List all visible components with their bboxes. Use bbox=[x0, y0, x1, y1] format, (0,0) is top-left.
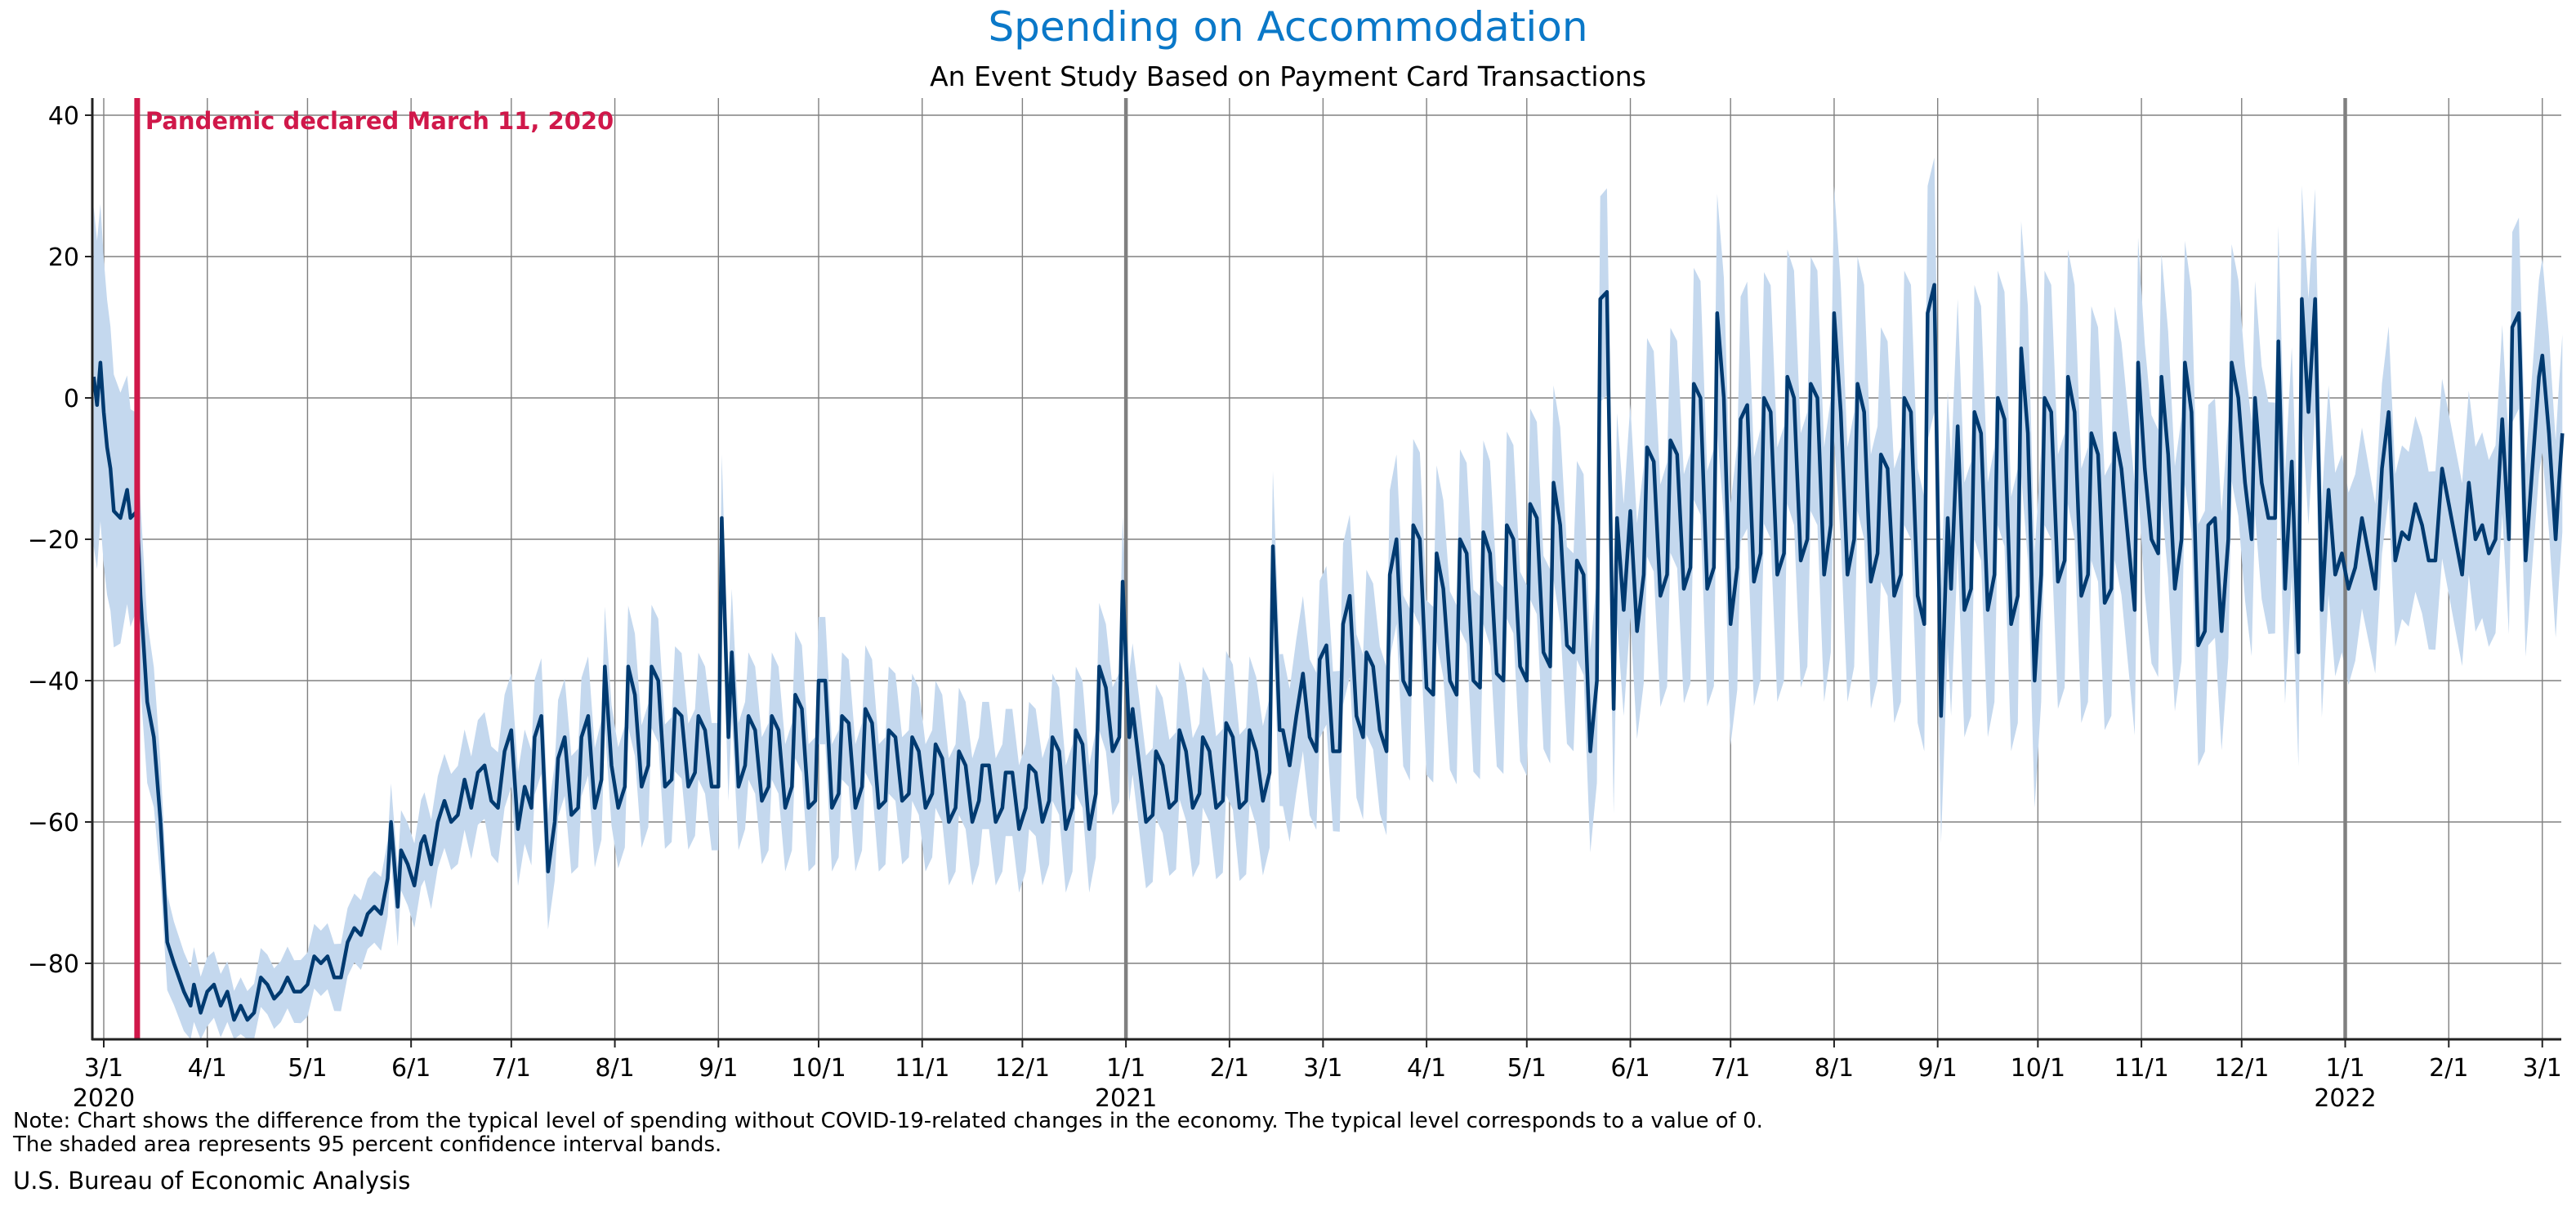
x-tick-label: 4/1 bbox=[188, 1054, 227, 1083]
x-tick-label: 8/1 bbox=[1815, 1054, 1854, 1083]
y-tick-label: −20 bbox=[28, 526, 79, 555]
x-tick-label: 1/1 bbox=[2325, 1054, 2364, 1083]
footnote-line-2: The shaded area represents 95 percent co… bbox=[13, 1132, 722, 1157]
x-tick-label: 5/1 bbox=[1507, 1054, 1547, 1083]
x-tick-label: 1/1 bbox=[1106, 1054, 1145, 1083]
y-tick-label: 40 bbox=[48, 102, 79, 131]
event-layer: Pandemic declared March 11, 2020 bbox=[134, 98, 614, 1039]
chart-subtitle: An Event Study Based on Payment Card Tra… bbox=[930, 60, 1646, 92]
x-tick-label: 2/1 bbox=[2429, 1054, 2468, 1083]
x-tick-label: 6/1 bbox=[391, 1054, 431, 1083]
x-tick-label: 12/1 bbox=[2214, 1054, 2269, 1083]
x-tick-label: 7/1 bbox=[1711, 1054, 1750, 1083]
y-tick-label: −80 bbox=[28, 950, 79, 979]
x-tick-year-label: 2021 bbox=[1095, 1084, 1157, 1113]
footnote-line-1: Note: Chart shows the difference from th… bbox=[13, 1109, 1763, 1133]
confidence-band-layer bbox=[93, 157, 2563, 1039]
x-tick-label: 3/1 bbox=[84, 1054, 123, 1083]
y-tick-label: 20 bbox=[48, 243, 79, 272]
x-tick-label: 3/1 bbox=[2523, 1054, 2562, 1083]
x-tick-year-label: 2020 bbox=[73, 1084, 135, 1113]
x-tick-label: 5/1 bbox=[288, 1054, 327, 1083]
x-tick-label: 9/1 bbox=[1918, 1054, 1958, 1083]
x-tick-label: 6/1 bbox=[1610, 1054, 1650, 1083]
x-tick-label: 11/1 bbox=[895, 1054, 949, 1083]
x-tick-label: 10/1 bbox=[2011, 1054, 2065, 1083]
x-tick-label: 8/1 bbox=[595, 1054, 634, 1083]
chart-title: Spending on Accommodation bbox=[988, 3, 1588, 51]
x-tick-label: 3/1 bbox=[1303, 1054, 1342, 1083]
pandemic-event-label: Pandemic declared March 11, 2020 bbox=[145, 107, 614, 135]
y-tick-label: 0 bbox=[64, 385, 79, 413]
x-tick-label: 7/1 bbox=[492, 1054, 531, 1083]
x-tick-label: 11/1 bbox=[2114, 1054, 2168, 1083]
series-line-estimate bbox=[92, 283, 2565, 1022]
x-tick-label: 12/1 bbox=[995, 1054, 1050, 1083]
y-tick-label: −60 bbox=[28, 809, 79, 838]
x-tick-year-label: 2022 bbox=[2314, 1084, 2376, 1113]
confidence-band bbox=[93, 157, 2563, 1039]
y-tick-label: −40 bbox=[28, 668, 79, 696]
x-tick-label: 2/1 bbox=[1210, 1054, 1249, 1083]
source-credit: U.S. Bureau of Economic Analysis bbox=[13, 1167, 411, 1195]
gridlines bbox=[92, 98, 2561, 1039]
x-tick-label: 9/1 bbox=[699, 1054, 738, 1083]
x-tick-label: 4/1 bbox=[1407, 1054, 1446, 1083]
x-tick-label: 10/1 bbox=[791, 1054, 846, 1083]
series-line-layer bbox=[92, 283, 2565, 1022]
